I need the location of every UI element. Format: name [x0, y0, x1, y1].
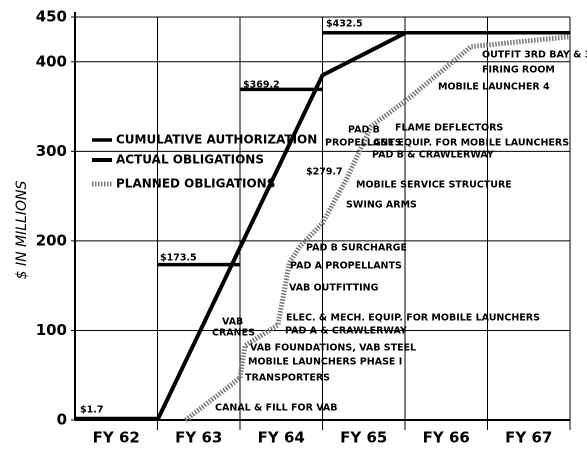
annotation: MOBILE LAUNCHERS PHASE I [248, 357, 402, 368]
series-line [155, 31, 406, 421]
series-line [184, 34, 571, 422]
x-tick-label: FY 62 [93, 429, 140, 447]
annotation: MOBILE SERVICE STRUCTURE [356, 180, 512, 191]
annotation: PAD B & CRAWLERWAY [372, 150, 494, 161]
annotation: FIRING ROOM [482, 65, 555, 76]
legend-label: PLANNED OBLIGATIONS [116, 177, 275, 191]
annotation: $173.5 [160, 253, 197, 264]
annotation: $279.7 [306, 167, 343, 178]
annotation: $369.2 [243, 80, 280, 91]
x-tick-label: FY 67 [505, 429, 552, 447]
y-tick-label: 450 [36, 8, 67, 26]
annotation: $1.7 [80, 405, 103, 416]
y-tick-label: 100 [36, 321, 67, 339]
legend-label: CUMULATIVE AUTHORIZATION [116, 133, 317, 147]
y-tick-label: 300 [36, 142, 67, 160]
x-tick-label: FY 65 [340, 429, 387, 447]
annotation: FLAME DEFLECTORS [395, 123, 503, 134]
annotation: CANAL & FILL FOR VAB [215, 403, 338, 414]
annotation: OUTFIT 3RD BAY & 3RD [482, 50, 587, 61]
annotation: PROPELLANTS [325, 138, 402, 149]
annotation: $432.5 [326, 19, 363, 30]
annotation: ELEC. & MECH. EQUIP. FOR MOBILE LAUNCHER… [286, 313, 540, 324]
y-tick-label: 200 [36, 231, 67, 249]
annotation: CRANES [212, 328, 255, 339]
annotation: MOBILE LAUNCHER 4 [438, 82, 550, 93]
y-axis-label: $ IN MILLIONS [14, 181, 30, 280]
annotation: VAB [222, 317, 243, 328]
annotation: PAD A PROPELLANTS [290, 261, 402, 272]
annotation: TRANSPORTERS [245, 373, 330, 384]
annotation: PAD B SURCHARGE [306, 243, 407, 254]
annotation: VAB FOUNDATIONS, VAB STEEL [250, 343, 416, 354]
annotation: PAD B [348, 125, 380, 136]
y-tick-label: 400 [36, 52, 67, 70]
annotation: VAB OUTFITTING [289, 283, 379, 294]
series-line [75, 30, 570, 421]
annotation: GSE EQUIP. FOR MOBILE LAUNCHERS [373, 138, 569, 149]
y-tick-label: 0 [57, 411, 67, 429]
x-tick-label: FY 64 [258, 429, 305, 447]
annotation: PAD A & CRAWLERWAY [285, 326, 407, 337]
x-tick-label: FY 66 [423, 429, 470, 447]
annotation: SWING ARMS [346, 200, 417, 211]
x-tick-label: FY 63 [175, 429, 222, 447]
legend-label: ACTUAL OBLIGATIONS [116, 153, 264, 167]
